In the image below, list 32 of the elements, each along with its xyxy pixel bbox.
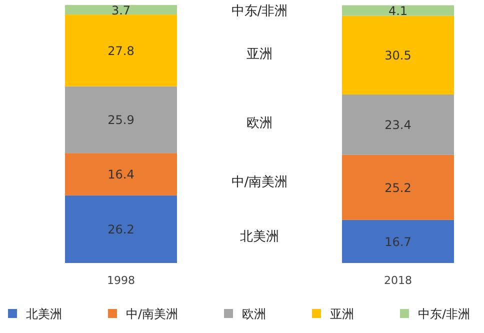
data-label: 4.1 [388, 4, 408, 18]
data-label: 30.5 [384, 48, 412, 63]
text: 亚洲 [246, 46, 272, 62]
bar [65, 195, 177, 263]
text: 欧洲 [246, 116, 272, 132]
legend-label: 中/南美洲 [126, 307, 178, 321]
text: 中东/非洲 [231, 4, 288, 20]
x-tick-label: 2018 [384, 274, 412, 287]
data-label: 23.4 [384, 118, 412, 132]
bar [342, 220, 454, 263]
legend-label: 北美洲 [26, 307, 62, 321]
data-label: 3.7 [111, 3, 131, 18]
bar [65, 86, 177, 154]
data-label: 25.9 [108, 113, 134, 128]
text: 中/南美洲 [231, 174, 288, 190]
data-label: 16.7 [384, 234, 412, 249]
bar [65, 14, 177, 86]
bar [342, 5, 454, 16]
legend-label: 欧洲 [242, 307, 266, 321]
x-tick-label: 1998 [107, 274, 135, 287]
bar [65, 5, 177, 15]
data-label: 26.2 [108, 222, 134, 237]
data-label: 27.8 [108, 44, 134, 58]
bar [342, 154, 454, 220]
bar [342, 94, 454, 155]
legend-label: 亚洲 [330, 307, 354, 321]
data-label: 25.2 [384, 180, 412, 195]
legend-label: 中东/非洲 [418, 307, 470, 321]
bar [342, 16, 454, 95]
text: 北美洲 [240, 229, 279, 244]
bar [65, 153, 177, 196]
data-label: 16.4 [108, 168, 134, 182]
